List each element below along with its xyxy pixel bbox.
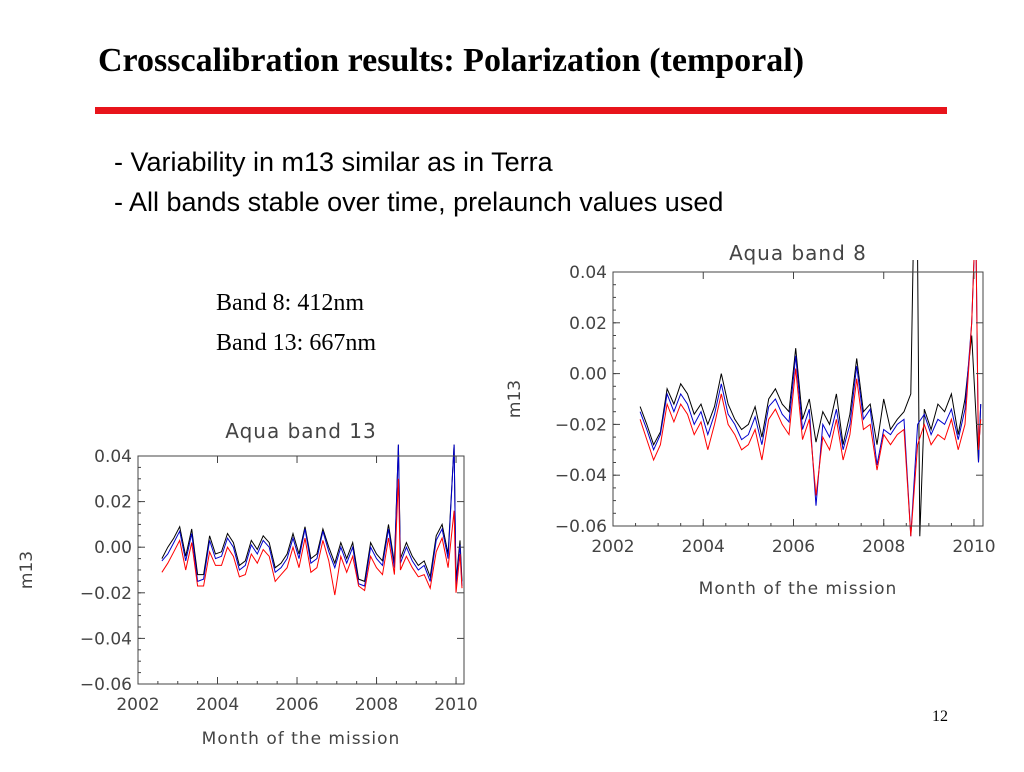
series-line-1 <box>639 260 982 537</box>
x-tick-label: 2008 <box>862 537 905 557</box>
x-tick-label: 2010 <box>434 695 477 715</box>
chart-title: Aqua band 8 <box>729 241 867 265</box>
bullet-item: - All bands stable over time, prelaunch … <box>114 187 724 217</box>
x-tick-label: 2006 <box>275 695 318 715</box>
x-tick-label: 2008 <box>355 695 398 715</box>
series-line-2 <box>639 260 982 537</box>
y-tick-label: −0.02 <box>80 584 132 604</box>
y-tick-label: 0.02 <box>94 493 132 513</box>
series-line-0 <box>639 260 982 537</box>
band-note: Band 13: 667nm <box>216 330 376 356</box>
y-tick-label: 0.02 <box>569 314 607 334</box>
y-tick-label: 0.04 <box>569 263 607 283</box>
bullet-item: - Variability in m13 similar as in Terra <box>114 147 553 177</box>
chart-aqua-band-13: Aqua band 13 −0.06 −0.04 −0.02 0.00 0.02 0.04 2… <box>10 408 510 768</box>
y-tick-label: −0.06 <box>555 517 607 537</box>
plot-frame <box>137 455 465 685</box>
page-number: 12 <box>932 708 948 725</box>
plot-frame <box>612 271 984 527</box>
band-notes: Band 8: 412nm Band 13: 667nm <box>216 283 376 363</box>
x-tick-label: 2004 <box>196 695 239 715</box>
y-tick-label: −0.04 <box>555 466 607 486</box>
y-tick-label: −0.04 <box>80 629 132 649</box>
slide-title: Crosscalibration results: Polarization (… <box>98 42 805 79</box>
y-axis-label: m13 <box>505 380 525 418</box>
y-tick-label: 0.00 <box>569 365 607 385</box>
x-axis-label: Month of the mission <box>202 729 401 749</box>
series-line-2 <box>161 478 463 596</box>
y-tick-label: −0.06 <box>80 675 132 695</box>
x-axis-label: Month of the mission <box>699 579 898 599</box>
x-tick-label: 2002 <box>116 695 159 715</box>
x-tick-label: 2006 <box>772 537 815 557</box>
x-tick-label: 2010 <box>952 537 995 557</box>
x-tick-label: 2002 <box>591 537 634 557</box>
y-tick-label: −0.02 <box>555 415 607 435</box>
chart-aqua-band-8: Aqua band 8 −0.06 −0.04 −0.02 0.00 0.02 0.04 20… <box>500 232 1000 612</box>
chart-title: Aqua band 13 <box>225 419 376 443</box>
series-line-0 <box>161 444 463 583</box>
y-tick-label: 0.04 <box>94 447 132 467</box>
title-rule <box>95 107 947 114</box>
chart-svg: Aqua band 8 −0.06 −0.04 −0.02 0.00 0.02 0.04 20… <box>505 241 996 599</box>
y-tick-label: 0.00 <box>94 538 132 558</box>
x-tick-label: 2004 <box>682 537 725 557</box>
bullet-list: - Variability in m13 similar as in Terra… <box>114 142 723 222</box>
chart-svg: Aqua band 13 −0.06 −0.04 −0.02 0.00 0.02 0.04 2… <box>17 419 478 749</box>
y-axis-label: m13 <box>17 551 37 589</box>
series-line-1 <box>161 444 463 587</box>
band-note: Band 8: 412nm <box>216 290 364 316</box>
